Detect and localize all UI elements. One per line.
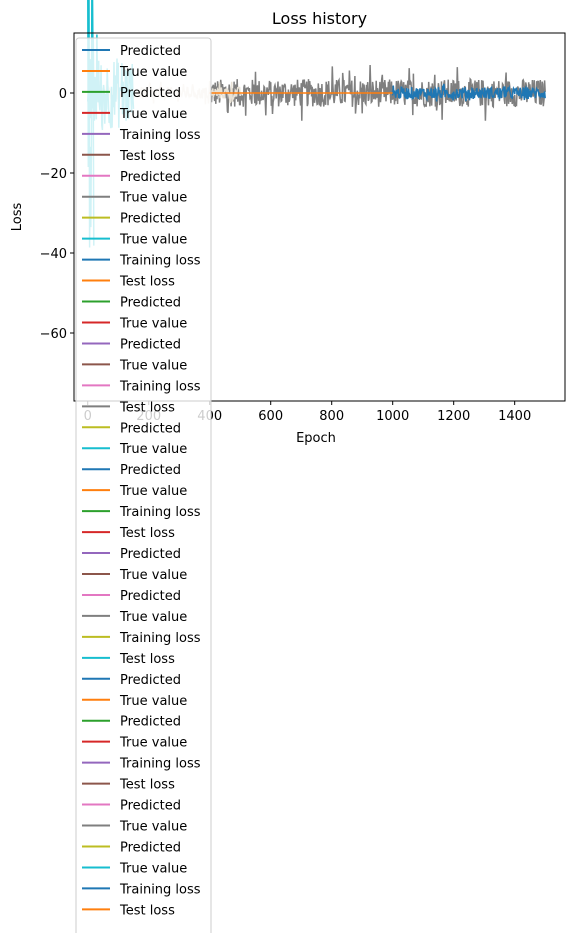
y-tick-label: −40 — [40, 247, 67, 262]
legend-label: Predicted — [120, 296, 181, 311]
legend-label: True value — [119, 442, 187, 457]
legend-label: Test loss — [119, 652, 175, 667]
legend-label: Predicted — [120, 799, 181, 814]
legend-label: True value — [119, 820, 187, 835]
legend-label: True value — [119, 107, 187, 122]
legend-label: Test loss — [119, 778, 175, 793]
legend-label: Training loss — [119, 631, 201, 646]
plot-frame — [73, 32, 566, 402]
legend-label: Predicted — [120, 421, 181, 436]
legend-label: Training loss — [119, 254, 201, 269]
legend-label: True value — [119, 233, 187, 248]
y-axis-label: Loss — [10, 203, 25, 232]
legend-label: Predicted — [120, 589, 181, 604]
legend-label: Test loss — [119, 149, 175, 164]
legend-label: Predicted — [120, 44, 181, 59]
x-tick-label: 1000 — [376, 409, 409, 424]
legend-label: Predicted — [120, 715, 181, 730]
legend-label: True value — [119, 610, 187, 625]
x-tick-label: 800 — [319, 409, 344, 424]
legend-label: Training loss — [119, 379, 201, 394]
legend-label: Training loss — [119, 128, 201, 143]
legend-label: Predicted — [120, 212, 181, 227]
legend-label: Test loss — [119, 400, 175, 415]
y-tick-label: −60 — [40, 327, 67, 342]
legend-label: Predicted — [120, 170, 181, 185]
legend-label: Predicted — [120, 547, 181, 562]
legend-label: True value — [119, 694, 187, 709]
legend-label: True value — [119, 736, 187, 751]
legend-label: True value — [119, 861, 187, 876]
legend-box — [75, 37, 212, 933]
legend-label: Predicted — [120, 673, 181, 688]
legend-label: True value — [119, 316, 187, 331]
x-tick-label: 1200 — [437, 409, 470, 424]
legend-label: True value — [119, 568, 187, 583]
x-tick-label: 1400 — [498, 409, 531, 424]
chart-title: Loss history — [272, 9, 367, 28]
legend-label: True value — [119, 358, 187, 373]
legend-label: Training loss — [119, 882, 201, 897]
legend-label: Predicted — [120, 337, 181, 352]
y-tick-label: 0 — [59, 87, 67, 102]
legend-label: Test loss — [119, 903, 175, 918]
x-tick-label: 600 — [258, 409, 283, 424]
legend-label: True value — [119, 65, 187, 80]
legend-label: Predicted — [120, 86, 181, 101]
legend-label: True value — [119, 191, 187, 206]
legend-label: Test loss — [119, 275, 175, 290]
y-tick-label: −20 — [40, 167, 67, 182]
series-line-4 — [391, 83, 546, 102]
legend-label: Training loss — [119, 757, 201, 772]
legend-label: Predicted — [120, 463, 181, 478]
legend: Predicted True value Predicted True value Tr… — [75, 37, 212, 933]
legend-label: Training loss — [119, 505, 201, 520]
legend-label: True value — [119, 484, 187, 499]
legend-label: Predicted — [120, 840, 181, 855]
legend-label: Test loss — [119, 526, 175, 541]
x-axis-label: Epoch — [296, 431, 336, 446]
